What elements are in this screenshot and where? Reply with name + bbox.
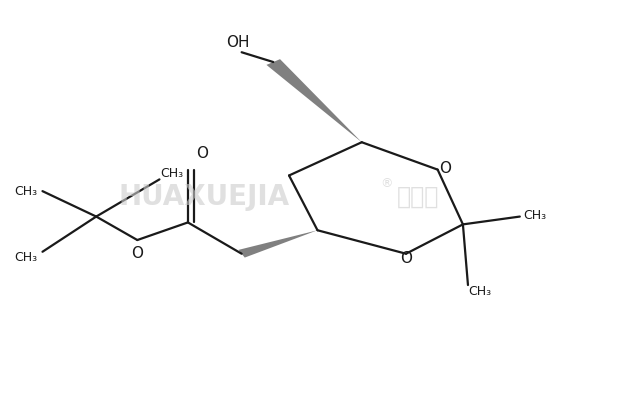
Text: CH₃: CH₃ <box>14 185 37 198</box>
Text: CH₃: CH₃ <box>14 251 37 264</box>
Text: ®: ® <box>381 177 393 190</box>
Text: OH: OH <box>226 35 250 50</box>
Polygon shape <box>239 230 318 258</box>
Polygon shape <box>267 59 362 142</box>
Text: CH₃: CH₃ <box>523 209 546 222</box>
Text: 化学加: 化学加 <box>396 185 439 209</box>
Text: O: O <box>131 245 144 260</box>
Text: O: O <box>196 146 208 161</box>
Text: O: O <box>439 161 451 176</box>
Text: CH₃: CH₃ <box>161 167 184 180</box>
Text: HUAXUEJIA: HUAXUEJIA <box>118 183 290 211</box>
Text: O: O <box>400 251 412 266</box>
Text: CH₃: CH₃ <box>468 285 491 298</box>
